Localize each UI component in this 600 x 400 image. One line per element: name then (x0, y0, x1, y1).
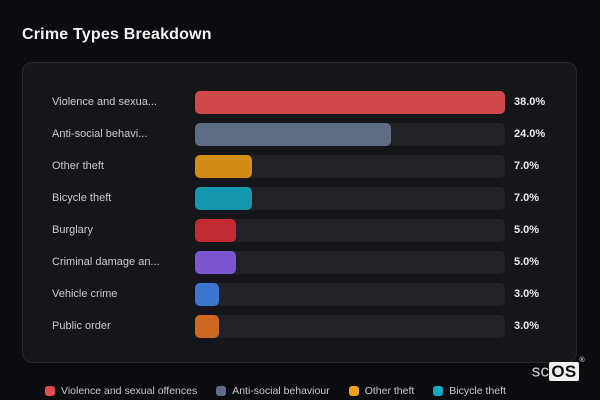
category-label: Criminal damage an... (52, 256, 160, 268)
bar[interactable] (195, 250, 236, 274)
value-label: 5.0% (514, 256, 540, 268)
legend-swatch-icon (433, 386, 444, 396)
bar[interactable] (195, 314, 220, 338)
legend-item[interactable]: Anti-social behaviour (216, 385, 330, 397)
category-label: Violence and sexua... (52, 96, 157, 108)
chart-row: Other theft 7.0% (52, 150, 576, 182)
value-label: 5.0% (514, 224, 540, 236)
legend-item-label: Bicycle theft (449, 385, 506, 397)
category-label: Bicycle theft (52, 192, 112, 204)
category-label: Public order (52, 320, 111, 332)
chart-row: Vehicle crime 3.0% (52, 278, 576, 310)
legend-item[interactable]: Bicycle theft (433, 385, 506, 397)
scos-logo-prefix: sc (531, 361, 550, 381)
page-title: Crime Types Breakdown (22, 26, 212, 43)
bar[interactable] (195, 122, 391, 146)
value-label: 7.0% (514, 160, 540, 172)
legend-item[interactable]: Other theft (348, 385, 415, 397)
bar-track (195, 186, 505, 210)
category-label: Other theft (52, 160, 104, 172)
bar-track (195, 250, 505, 274)
value-label: 3.0% (514, 288, 540, 300)
bar-track (195, 282, 505, 306)
value-label: 3.0% (514, 320, 540, 332)
bar[interactable] (195, 186, 253, 210)
scos-logo: sc OS® (531, 357, 585, 382)
bar-track (195, 122, 505, 146)
bar-track (195, 314, 505, 338)
category-label: Anti-social behavi... (52, 128, 148, 140)
legend-item-label: Anti-social behaviour (232, 385, 330, 397)
bar-track (195, 154, 505, 178)
category-label: Vehicle crime (52, 288, 118, 300)
registered-mark: ® (579, 357, 585, 364)
chart-row: Anti-social behavi... 24.0% (52, 118, 576, 150)
value-label: 24.0% (514, 128, 546, 140)
legend-item-label: Violence and sexual offences (61, 385, 198, 397)
bar[interactable] (195, 154, 253, 178)
legend-swatch-icon (45, 386, 55, 396)
bar-track (195, 90, 505, 114)
chart-row: Public order 3.0% (52, 310, 576, 342)
legend-item-label: Other theft (364, 385, 415, 397)
bar[interactable] (195, 90, 505, 114)
bar-chart: Violence and sexua... 38.0% Anti-social … (52, 86, 576, 342)
bar-track (195, 218, 505, 242)
chart-row: Burglary 5.0% (52, 214, 576, 246)
legend-item[interactable]: Violence and sexual offences (45, 385, 197, 397)
bar[interactable] (195, 282, 220, 306)
category-label: Burglary (52, 224, 93, 236)
value-label: 38.0% (514, 96, 546, 108)
chart-legend: Violence and sexual offences Anti-social… (45, 385, 506, 397)
legend-swatch-icon (348, 386, 359, 396)
chart-row: Bicycle theft 7.0% (52, 182, 576, 214)
chart-row: Violence and sexua... 38.0% (52, 86, 576, 118)
scos-logo-box: OS (549, 361, 579, 381)
bar[interactable] (195, 218, 236, 242)
legend-swatch-icon (216, 386, 227, 396)
chart-row: Criminal damage an... 5.0% (52, 246, 576, 278)
chart-panel: Violence and sexua... 38.0% Anti-social … (22, 62, 577, 363)
value-label: 7.0% (514, 192, 540, 204)
